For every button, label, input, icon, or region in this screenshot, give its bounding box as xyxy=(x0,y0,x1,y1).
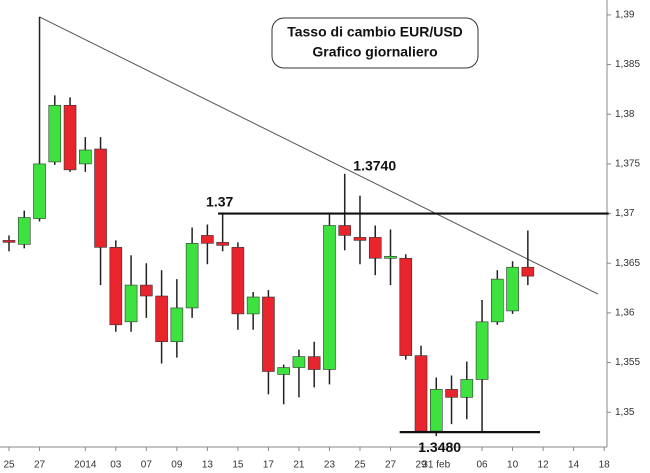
x-tick-label: 15 xyxy=(232,460,244,471)
candle-body xyxy=(246,296,260,315)
x-tick-label: 06 xyxy=(476,460,488,471)
candle-body xyxy=(414,355,428,432)
x-tick-label: 12 xyxy=(538,460,550,471)
candle-body xyxy=(491,278,504,323)
chart-title: Tasso di cambio EUR/USD xyxy=(287,24,463,40)
x-tick-label: 29 xyxy=(415,460,427,471)
candle-body xyxy=(63,104,77,171)
x-tick-label: 27 xyxy=(34,460,46,471)
x-tick-label: 2014 xyxy=(74,460,97,471)
trendline xyxy=(39,16,599,295)
candle-body xyxy=(521,266,535,277)
x-tick-label: 31 feb xyxy=(422,460,450,471)
candle-body xyxy=(109,247,123,326)
candle-body xyxy=(155,295,168,343)
x-tick-label: 18 xyxy=(599,460,611,471)
candle-body xyxy=(170,307,184,343)
y-tick-label: 1,39 xyxy=(615,10,635,21)
candle-body xyxy=(475,321,489,380)
x-tick-label: 07 xyxy=(141,460,153,471)
candle-body xyxy=(399,257,413,356)
candle-body xyxy=(33,163,46,219)
candle-body xyxy=(2,240,16,243)
candle-body xyxy=(48,104,62,163)
y-tick-label: 1,37 xyxy=(615,208,635,219)
x-tick-label: 03 xyxy=(110,460,122,471)
candle-body xyxy=(307,356,321,370)
candle-body xyxy=(384,255,397,259)
candle-body xyxy=(262,296,275,372)
x-tick-label: 17 xyxy=(263,460,275,471)
candle-body xyxy=(140,284,153,297)
candle-body xyxy=(277,367,290,375)
y-tick-label: 1,375 xyxy=(615,159,640,170)
candle-body xyxy=(185,243,199,309)
level-label: 1.37 xyxy=(206,193,233,209)
candle-body xyxy=(231,247,245,315)
chart-subtitle: Grafico giornaliero xyxy=(312,44,437,60)
candle-body xyxy=(323,225,336,370)
candle-body xyxy=(460,379,474,398)
x-tick-label: 13 xyxy=(202,460,214,471)
candle-body xyxy=(17,217,31,245)
candle-body xyxy=(94,148,107,248)
candle-body xyxy=(506,266,519,312)
candle-body xyxy=(445,389,458,398)
y-tick-label: 1,35 xyxy=(615,407,635,418)
x-tick-label: 27 xyxy=(385,460,397,471)
candle-body xyxy=(353,237,367,241)
title-box xyxy=(271,17,479,69)
candle-body xyxy=(79,149,92,165)
y-tick-label: 1,355 xyxy=(615,357,640,368)
x-tick-label: 21 xyxy=(293,460,305,471)
peak-label: 1.3740 xyxy=(353,158,396,174)
candle-body xyxy=(292,356,306,368)
candle-body xyxy=(124,284,138,323)
candle-body xyxy=(429,389,443,432)
candle-body xyxy=(338,225,352,236)
y-tick-label: 1,38 xyxy=(615,109,635,120)
x-tick-label: 09 xyxy=(171,460,183,471)
level-label: 1.3480 xyxy=(418,439,461,455)
x-tick-label: 10 xyxy=(507,460,519,471)
candle-body xyxy=(201,235,214,244)
candle-body xyxy=(368,237,382,259)
y-tick-label: 1,365 xyxy=(615,258,640,269)
x-tick-label: 25 xyxy=(3,460,15,471)
y-tick-label: 1,385 xyxy=(615,59,640,70)
y-tick-label: 1,36 xyxy=(615,308,635,319)
x-tick-label: 23 xyxy=(324,460,336,471)
candle-body xyxy=(216,242,229,246)
x-tick-label: 25 xyxy=(354,460,366,471)
x-tick-label: 14 xyxy=(568,460,580,471)
